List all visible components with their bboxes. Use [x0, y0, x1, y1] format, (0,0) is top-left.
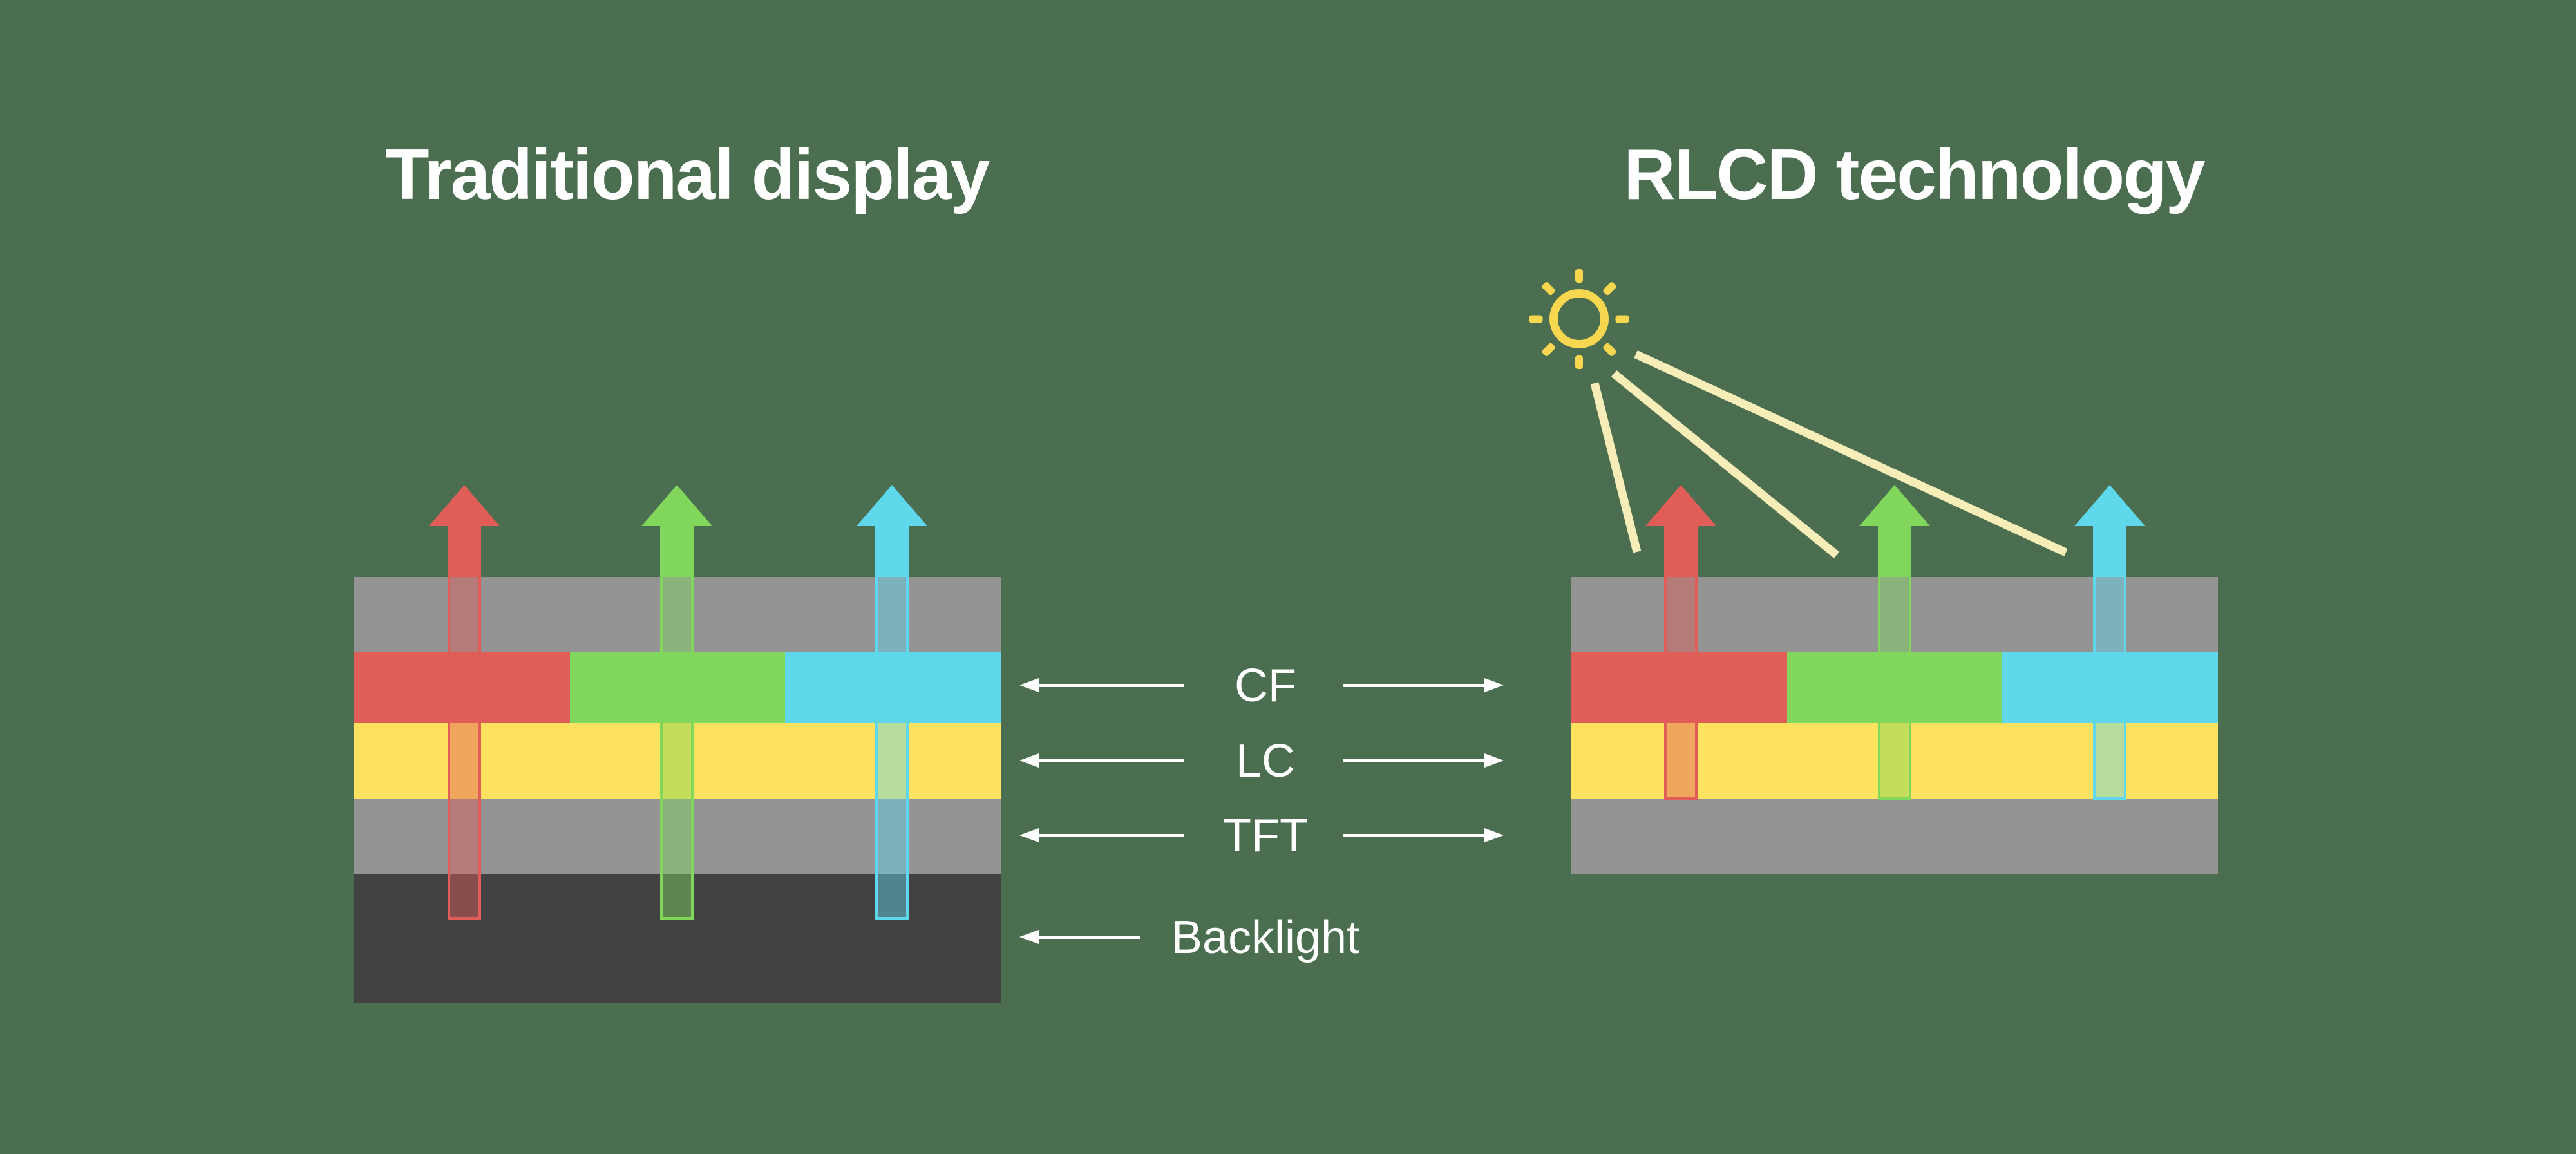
arrow-shaft-translucent — [1878, 577, 1911, 800]
arrowhead — [857, 485, 927, 526]
traditional-display-title: Traditional display — [385, 135, 990, 214]
arrowhead — [1645, 485, 1716, 526]
tft-label: TFT — [1223, 810, 1308, 862]
pointer-shaft — [1037, 936, 1140, 939]
backlight-label: Backlight — [1171, 912, 1360, 963]
arrowhead — [1859, 485, 1930, 526]
arrow-shaft-translucent — [660, 577, 694, 920]
traditional-stack — [354, 577, 1001, 1003]
rlcd-technology-title: RLCD technology — [1624, 135, 2205, 214]
right-pointer-arrow-icon — [1484, 753, 1504, 768]
liquid-crystal-layer — [354, 723, 1001, 799]
sun-ray — [1615, 315, 1629, 323]
arrowhead — [641, 485, 712, 526]
cf-label: CF — [1235, 660, 1296, 712]
red-filter-segment — [354, 652, 570, 723]
arrowhead — [2074, 485, 2145, 526]
left-pointer-arrow-icon — [1019, 828, 1039, 842]
green-filter-segment — [570, 652, 785, 723]
tft-layer — [1571, 799, 2218, 874]
cover-glass-layer — [1571, 577, 2218, 652]
sunlight-beam — [1590, 382, 1642, 553]
color-filter-layer — [1571, 652, 2218, 723]
lc-label: LC — [1235, 735, 1296, 787]
pointer-shaft — [1343, 834, 1484, 837]
pointer-shaft — [1037, 759, 1184, 762]
rlcd-stack — [1571, 577, 2218, 874]
left-pointer-arrow-icon — [1019, 678, 1039, 692]
sun-ray — [1575, 269, 1583, 283]
arrow-shaft — [1664, 525, 1698, 577]
cover-glass-layer — [354, 577, 1001, 652]
blue-filter-segment — [2002, 652, 2218, 723]
liquid-crystal-layer — [1571, 723, 2218, 799]
green-filter-segment — [1787, 652, 2002, 723]
sunlight-beam — [1611, 370, 1840, 559]
backlight-layer — [354, 874, 1001, 1003]
pointer-shaft — [1037, 684, 1184, 687]
left-pointer-arrow-icon — [1019, 753, 1039, 768]
sun-ray — [1529, 315, 1543, 323]
sunlight-beam — [1634, 350, 2068, 556]
arrow-shaft — [660, 525, 694, 577]
arrow-shaft — [2093, 525, 2126, 577]
arrow-shaft — [875, 525, 909, 577]
tft-layer — [354, 799, 1001, 874]
arrowhead — [429, 485, 500, 526]
sun-ray — [1575, 355, 1583, 369]
arrow-shaft-translucent — [448, 577, 481, 920]
arrow-shaft-translucent — [875, 577, 909, 920]
pointer-shaft — [1343, 759, 1484, 762]
arrow-shaft — [1878, 525, 1911, 577]
arrow-shaft-translucent — [2093, 577, 2126, 800]
right-pointer-arrow-icon — [1484, 828, 1504, 842]
color-filter-layer — [354, 652, 1001, 723]
pointer-shaft — [1037, 834, 1184, 837]
left-pointer-arrow-icon — [1019, 930, 1039, 944]
pointer-shaft — [1343, 684, 1484, 687]
red-filter-segment — [1571, 652, 1787, 723]
arrow-shaft-translucent — [1664, 577, 1698, 800]
arrow-shaft — [448, 525, 481, 577]
right-pointer-arrow-icon — [1484, 678, 1504, 692]
sun-core — [1549, 289, 1609, 348]
blue-filter-segment — [785, 652, 1001, 723]
